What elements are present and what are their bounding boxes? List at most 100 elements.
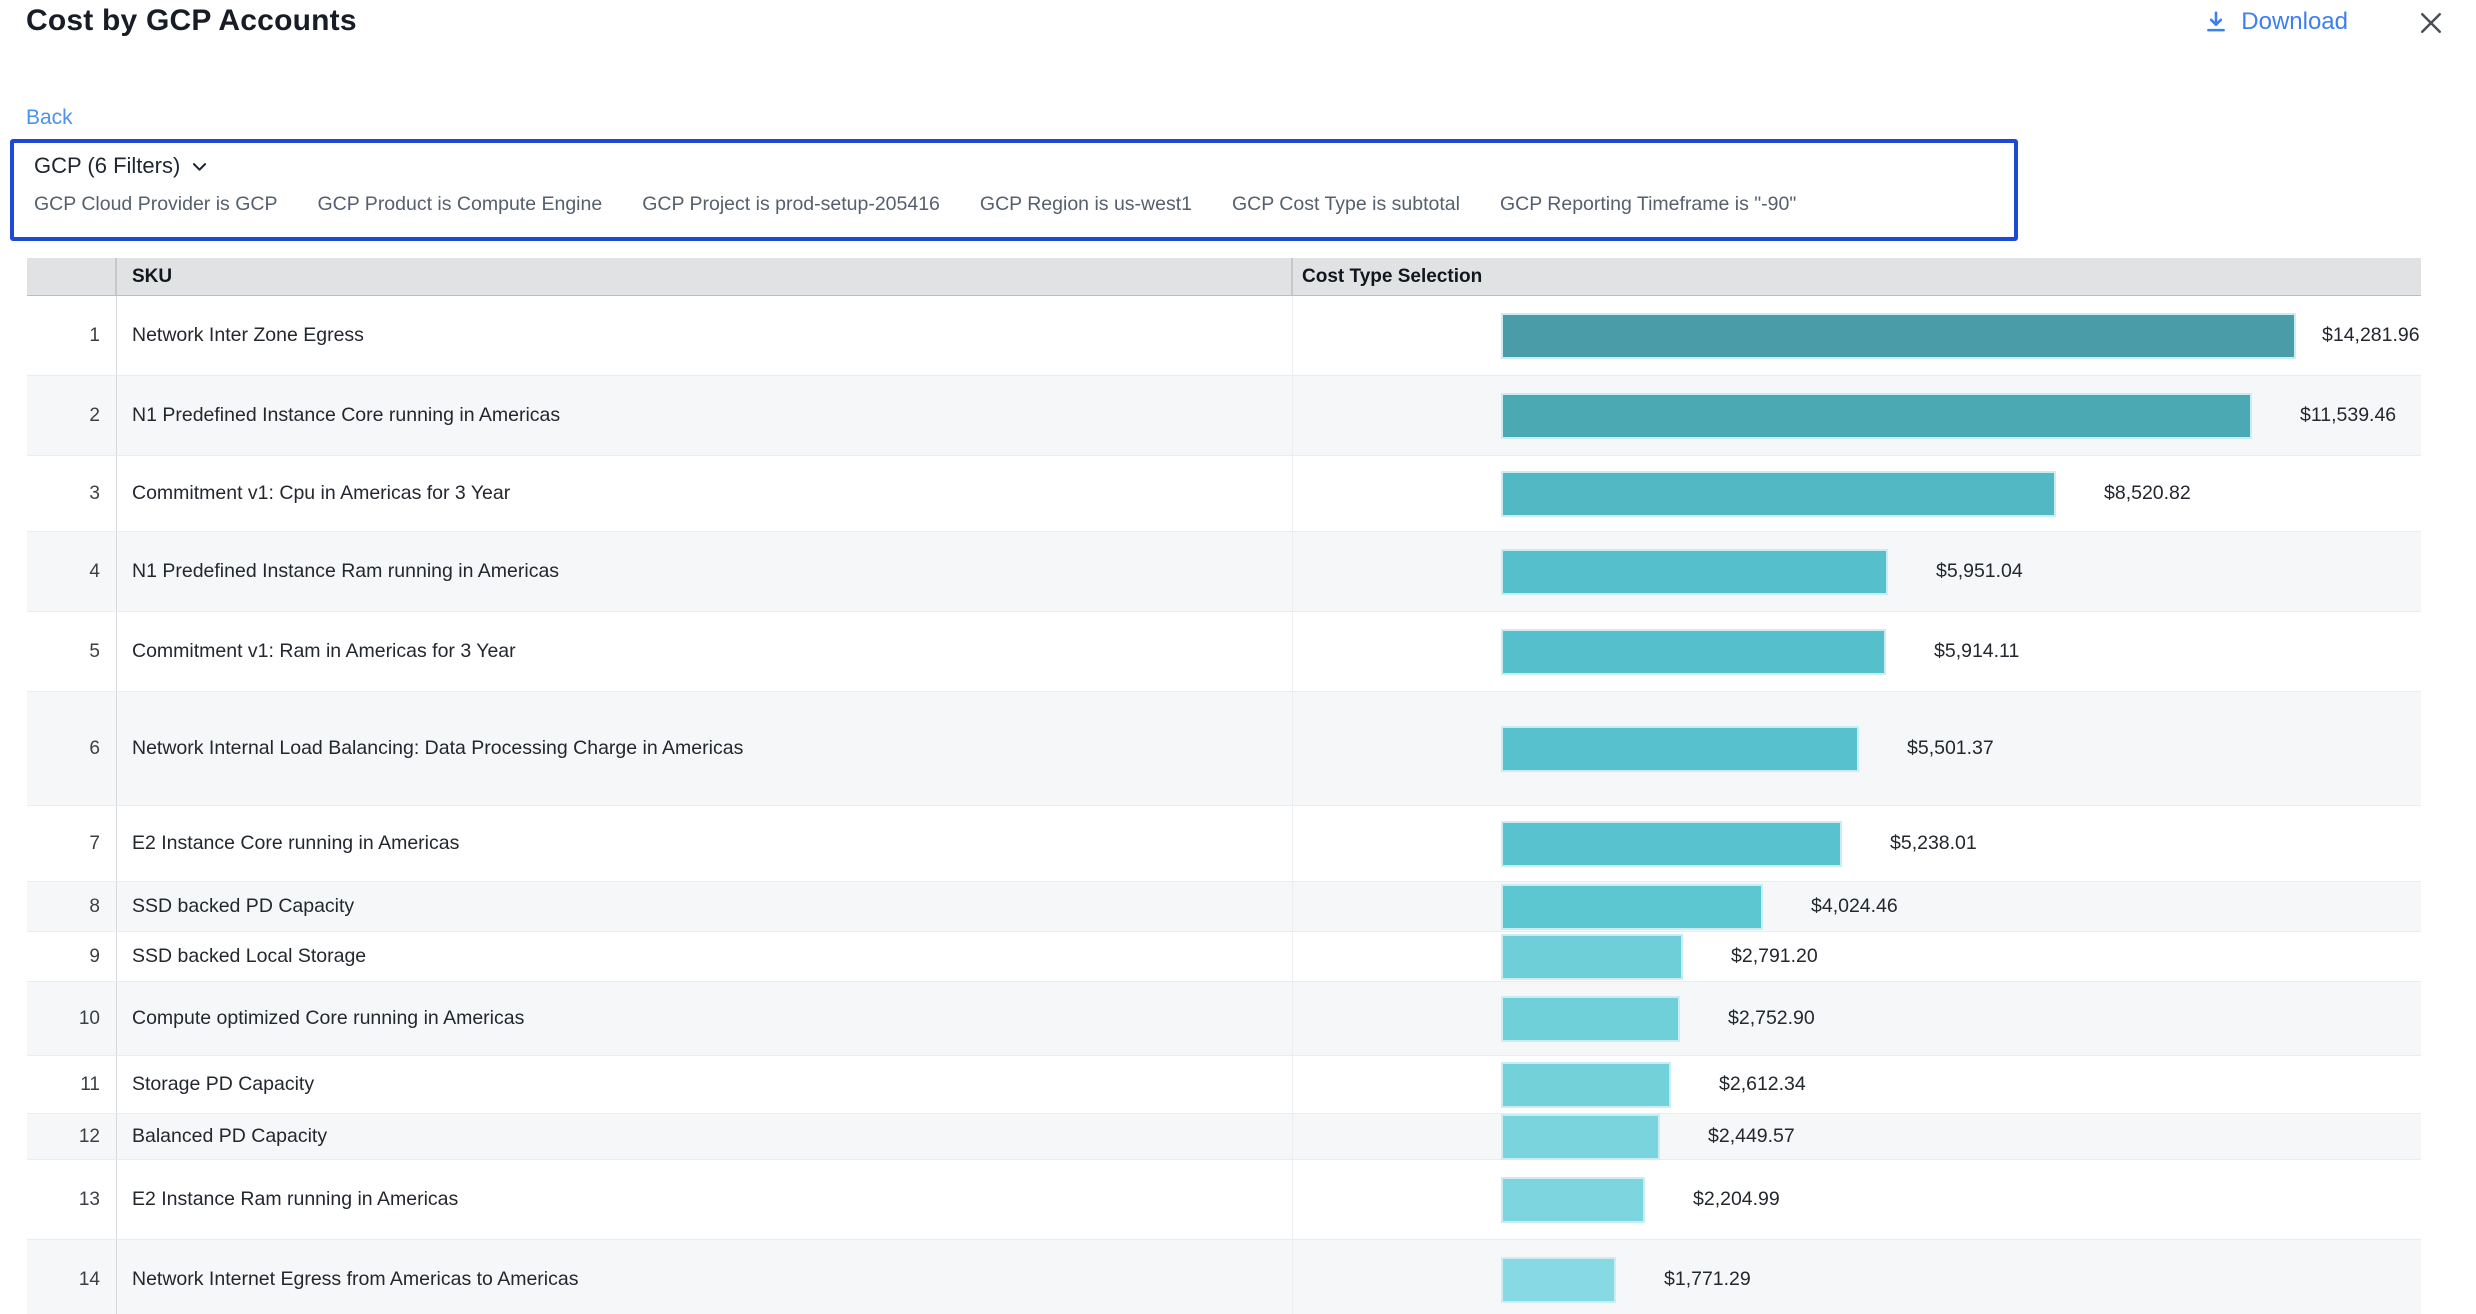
table-row[interactable]: 14 Network Internet Egress from Americas…	[27, 1240, 2421, 1314]
row-rank: 8	[27, 882, 117, 931]
cost-bar-value: $1,771.29	[1664, 1268, 1751, 1291]
row-sku-label: N1 Predefined Instance Core running in A…	[117, 376, 1293, 455]
filter-list: GCP Cloud Provider is GCP GCP Product is …	[34, 193, 1994, 216]
row-rank: 14	[27, 1240, 117, 1314]
row-rank: 10	[27, 982, 117, 1055]
filter-item: GCP Reporting Timeframe is "-90"	[1500, 193, 1796, 216]
filter-panel: GCP (6 Filters) GCP Cloud Provider is GC…	[10, 139, 2018, 241]
table-header: SKU Cost Type Selection	[27, 258, 2421, 296]
close-icon[interactable]	[2416, 8, 2446, 38]
row-rank: 5	[27, 612, 117, 691]
cost-bar[interactable]	[1501, 313, 2296, 359]
cost-bar[interactable]	[1501, 1062, 1671, 1108]
cost-bar[interactable]	[1501, 821, 1842, 867]
cost-bar-value: $5,951.04	[1936, 560, 2023, 583]
row-sku-label: Network Internet Egress from Americas to…	[117, 1240, 1293, 1314]
cost-bar[interactable]	[1501, 549, 1888, 595]
row-sku-label: SSD backed Local Storage	[117, 932, 1293, 981]
table-row[interactable]: 13 E2 Instance Ram running in Americas $…	[27, 1160, 2421, 1240]
filter-item: GCP Region is us-west1	[980, 193, 1192, 216]
cost-bar-value: $2,204.99	[1693, 1188, 1780, 1211]
cost-bar[interactable]	[1501, 1177, 1645, 1223]
row-sku-label: Balanced PD Capacity	[117, 1114, 1293, 1159]
page-title: Cost by GCP Accounts	[26, 4, 357, 38]
table-row[interactable]: 6 Network Internal Load Balancing: Data …	[27, 692, 2421, 806]
row-chart-cell: $11,539.46	[1293, 376, 2421, 455]
back-link[interactable]: Back	[26, 106, 73, 130]
table-row[interactable]: 1 Network Inter Zone Egress $14,281.96	[27, 296, 2421, 376]
table-row[interactable]: 8 SSD backed PD Capacity $4,024.46	[27, 882, 2421, 932]
filter-item: GCP Cloud Provider is GCP	[34, 193, 277, 216]
row-rank: 9	[27, 932, 117, 981]
row-sku-label: Commitment v1: Ram in Americas for 3 Yea…	[117, 612, 1293, 691]
cost-bar-value: $8,520.82	[2104, 482, 2191, 505]
cost-bar[interactable]	[1501, 629, 1886, 675]
row-chart-cell: $2,791.20	[1293, 932, 2421, 981]
row-chart-cell: $5,951.04	[1293, 532, 2421, 611]
row-chart-cell: $5,501.37	[1293, 692, 2421, 805]
row-chart-cell: $5,238.01	[1293, 806, 2421, 881]
cost-bar-value: $14,281.96	[2322, 324, 2420, 347]
cost-bar-value: $4,024.46	[1811, 895, 1898, 918]
cost-bar-value: $5,914.11	[1934, 640, 2019, 663]
table-row[interactable]: 7 E2 Instance Core running in Americas $…	[27, 806, 2421, 882]
cost-bar-value: $2,449.57	[1708, 1125, 1795, 1148]
row-rank: 1	[27, 296, 117, 375]
row-sku-label: Compute optimized Core running in Americ…	[117, 982, 1293, 1055]
cost-bar[interactable]	[1501, 996, 1680, 1042]
row-sku-label: Storage PD Capacity	[117, 1056, 1293, 1113]
row-rank: 13	[27, 1160, 117, 1239]
row-sku-label: Network Inter Zone Egress	[117, 296, 1293, 375]
column-header-index	[27, 258, 117, 295]
cost-bar-value: $5,238.01	[1890, 832, 1977, 855]
row-sku-label: SSD backed PD Capacity	[117, 882, 1293, 931]
row-chart-cell: $8,520.82	[1293, 456, 2421, 531]
row-chart-cell: $5,914.11	[1293, 612, 2421, 691]
cost-bar[interactable]	[1501, 393, 2252, 439]
cost-bar[interactable]	[1501, 1114, 1660, 1160]
table-row[interactable]: 9 SSD backed Local Storage $2,791.20	[27, 932, 2421, 982]
cost-bar[interactable]	[1501, 726, 1859, 772]
row-sku-label: E2 Instance Ram running in Americas	[117, 1160, 1293, 1239]
row-rank: 3	[27, 456, 117, 531]
table-body: 1 Network Inter Zone Egress $14,281.96 2…	[27, 296, 2421, 1314]
table-row[interactable]: 2 N1 Predefined Instance Core running in…	[27, 376, 2421, 456]
row-chart-cell: $1,771.29	[1293, 1240, 2421, 1314]
cost-bar-value: $2,791.20	[1731, 945, 1818, 968]
row-sku-label: N1 Predefined Instance Ram running in Am…	[117, 532, 1293, 611]
row-rank: 7	[27, 806, 117, 881]
table-row[interactable]: 11 Storage PD Capacity $2,612.34	[27, 1056, 2421, 1114]
table-row[interactable]: 4 N1 Predefined Instance Ram running in …	[27, 532, 2421, 612]
row-rank: 12	[27, 1114, 117, 1159]
cost-bar[interactable]	[1501, 1257, 1616, 1303]
row-sku-label: E2 Instance Core running in Americas	[117, 806, 1293, 881]
table-row[interactable]: 3 Commitment v1: Cpu in Americas for 3 Y…	[27, 456, 2421, 532]
row-rank: 2	[27, 376, 117, 455]
cost-bar[interactable]	[1501, 471, 2056, 517]
cost-bar-value: $2,752.90	[1728, 1007, 1815, 1030]
filter-item: GCP Cost Type is subtotal	[1232, 193, 1460, 216]
filter-item: GCP Product is Compute Engine	[317, 193, 602, 216]
chevron-down-icon	[190, 157, 209, 176]
download-button[interactable]: Download	[2203, 8, 2348, 36]
row-chart-cell: $2,612.34	[1293, 1056, 2421, 1113]
table-row[interactable]: 5 Commitment v1: Ram in Americas for 3 Y…	[27, 612, 2421, 692]
row-rank: 6	[27, 692, 117, 805]
cost-bar-value: $11,539.46	[2300, 404, 2396, 427]
cost-bar[interactable]	[1501, 884, 1763, 930]
row-chart-cell: $2,752.90	[1293, 982, 2421, 1055]
row-chart-cell: $14,281.96	[1293, 296, 2421, 375]
column-header-sku-label: SKU	[132, 266, 172, 288]
table-row[interactable]: 10 Compute optimized Core running in Ame…	[27, 982, 2421, 1056]
row-chart-cell: $4,024.46	[1293, 882, 2421, 931]
cost-table: SKU Cost Type Selection 1 Network Inter …	[27, 258, 2421, 1314]
filter-summary-dropdown[interactable]: GCP (6 Filters)	[34, 153, 209, 179]
row-rank: 11	[27, 1056, 117, 1113]
row-sku-label: Network Internal Load Balancing: Data Pr…	[117, 692, 1293, 805]
cost-bar-value: $5,501.37	[1907, 737, 1994, 760]
column-header-sku: SKU	[117, 258, 1293, 295]
filter-item: GCP Project is prod-setup-205416	[642, 193, 940, 216]
table-row[interactable]: 12 Balanced PD Capacity $2,449.57	[27, 1114, 2421, 1160]
column-header-cost-type-label: Cost Type Selection	[1302, 266, 1482, 288]
cost-bar[interactable]	[1501, 934, 1683, 980]
